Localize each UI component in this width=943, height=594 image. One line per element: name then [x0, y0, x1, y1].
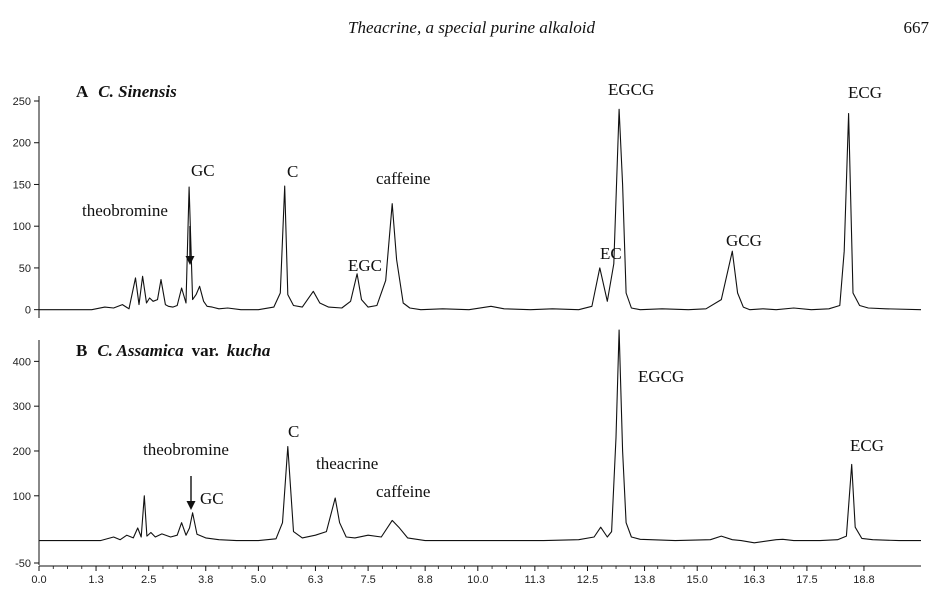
- theobromine-arrowhead-a: [185, 256, 195, 265]
- peak-label-a-theobromine: theobromine: [82, 201, 168, 220]
- x-axis: 0.0 1.3 2.5 3.8 5.0 6.3 7.5 8.8 10.0 11.3 12.5 13.8…: [31, 565, 921, 586]
- peak-label-b-caffeine: caffeine: [376, 482, 430, 501]
- panel-b-y-tick-label: -50: [15, 558, 31, 570]
- panel-b-y-tick-label: 100: [13, 491, 31, 503]
- peak-label-b-theobromine: theobromine: [143, 440, 229, 459]
- panel-a-title: A C. Sinensis: [76, 82, 177, 101]
- peak-label-b-ecg: ECG: [850, 436, 884, 455]
- panel-a-y-tick-label: 150: [13, 179, 31, 191]
- x-axis-ticks: 0.0 1.3 2.5 3.8 5.0 6.3 7.5 8.8 10.0 11.3 12.5 13.8…: [31, 566, 875, 586]
- x-tick-label: 0.0: [31, 574, 46, 586]
- panel-a-y-tick-label: 50: [19, 263, 31, 275]
- panel-b-y-tick-label: 300: [13, 401, 31, 413]
- x-tick-label: 2.5: [141, 574, 156, 586]
- panel-a-species: C. Sinensis: [98, 82, 177, 101]
- panel-b-variety: kucha: [227, 341, 271, 360]
- peak-label-a-egc: EGC: [348, 256, 382, 275]
- x-tick-label: 15.0: [686, 574, 707, 586]
- x-tick-label: 3.8: [198, 574, 213, 586]
- panel-b-title: B C. Assamica var. kucha: [76, 341, 271, 360]
- page-number: 667: [903, 18, 930, 37]
- panel-a-y-ticks: 0 50 100 150 200 250: [13, 96, 39, 317]
- panel-b-letter: B: [76, 341, 87, 360]
- panel-a-y-tick-label: 100: [13, 221, 31, 233]
- running-title: Theacrine, a special purine alkaloid: [348, 18, 595, 37]
- peak-label-a-c: C: [287, 162, 298, 181]
- x-tick-label: 12.5: [577, 574, 598, 586]
- x-tick-label: 16.3: [744, 574, 765, 586]
- chromatogram-panel-b: -50 100 200 300 400 B C. Assamica var. kucha…: [13, 329, 921, 570]
- theobromine-arrowhead-b: [186, 501, 196, 510]
- x-tick-label: 7.5: [360, 574, 375, 586]
- x-tick-label: 6.3: [308, 574, 323, 586]
- x-tick-label: 8.8: [418, 574, 433, 586]
- peak-label-b-theacrine: theacrine: [316, 454, 378, 473]
- peak-label-a-egcg: EGCG: [608, 80, 654, 99]
- chromatogram-panel-a: 0 50 100 150 200 250 A C. Sinensis theobromin…: [13, 80, 922, 318]
- panel-b-y-tick-label: 200: [13, 446, 31, 458]
- panel-b-var: var.: [192, 341, 219, 360]
- panel-b-trace: [39, 329, 921, 544]
- panel-a-letter: A: [76, 82, 89, 101]
- x-tick-label: 11.3: [525, 574, 546, 586]
- peak-label-a-caffeine: caffeine: [376, 169, 430, 188]
- page-header: Theacrine, a special purine alkaloid 667: [0, 0, 943, 50]
- x-tick-label: 5.0: [251, 574, 266, 586]
- peak-label-a-gcg: GCG: [726, 231, 762, 250]
- panel-a-y-tick-label: 250: [13, 96, 31, 108]
- x-tick-label: 13.8: [634, 574, 655, 586]
- x-tick-label: 10.0: [467, 574, 488, 586]
- peak-label-b-gc: GC: [200, 489, 224, 508]
- peak-label-a-ec: EC: [600, 244, 622, 263]
- x-tick-label: 18.8: [853, 574, 874, 586]
- panel-a-y-tick-label: 200: [13, 138, 31, 150]
- panel-b-species: C. Assamica: [97, 341, 184, 360]
- peak-label-b-egcg: EGCG: [638, 367, 684, 386]
- panel-a-y-tick-label: 0: [25, 305, 31, 317]
- x-tick-label: 1.3: [88, 574, 103, 586]
- panel-b-y-tick-label: 400: [13, 356, 31, 368]
- panel-a-trace: [39, 108, 922, 311]
- peak-label-a-ecg: ECG: [848, 83, 882, 102]
- x-tick-label: 17.5: [796, 574, 817, 586]
- peak-label-a-gc: GC: [191, 161, 215, 180]
- panel-b-y-ticks: -50 100 200 300 400: [13, 356, 39, 570]
- peak-label-b-c: C: [288, 422, 299, 441]
